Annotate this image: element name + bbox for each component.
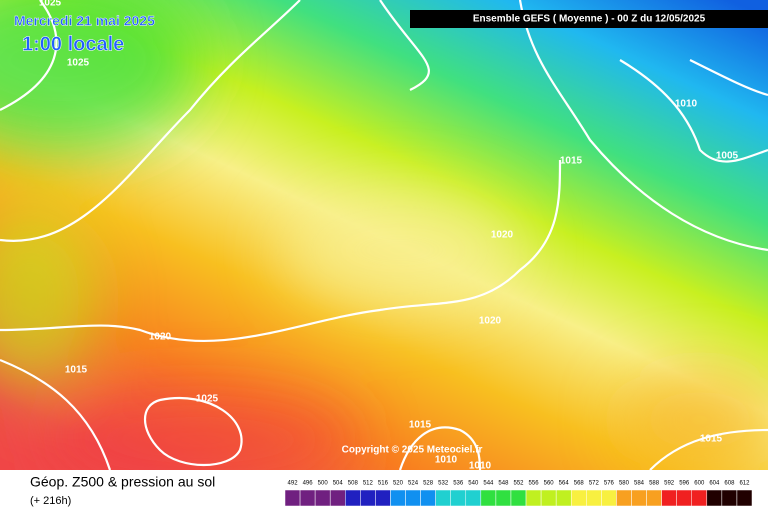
scale-swatch bbox=[676, 489, 692, 507]
scale-label: 508 bbox=[348, 481, 359, 487]
isobar-label: 1015 bbox=[65, 365, 88, 376]
scale-label: 528 bbox=[423, 481, 434, 487]
scale-label: 540 bbox=[468, 481, 479, 487]
legend-lead: (+ 216h) bbox=[30, 495, 71, 507]
scale-swatch bbox=[721, 489, 738, 507]
scale-label: 504 bbox=[333, 481, 344, 487]
isobar-label: 1025 bbox=[196, 394, 219, 405]
isobar-label: 1005 bbox=[716, 151, 739, 162]
scale-label: 516 bbox=[378, 481, 389, 487]
scale-swatch bbox=[631, 489, 647, 507]
scale-swatch bbox=[691, 489, 708, 507]
scale-label: 600 bbox=[694, 481, 705, 487]
scale-swatch bbox=[435, 489, 451, 507]
isobar-label: 1025 bbox=[39, 0, 62, 9]
scale-swatch bbox=[736, 489, 753, 507]
isobar-label: 1015 bbox=[560, 156, 583, 167]
scale-label: 604 bbox=[709, 481, 720, 487]
legend-title: Géop. Z500 & pression au sol bbox=[30, 474, 215, 490]
scale-swatch bbox=[450, 489, 467, 507]
scale-swatch bbox=[616, 489, 632, 507]
scale-label: 548 bbox=[498, 481, 509, 487]
scale-swatch bbox=[601, 489, 617, 507]
scale-label: 552 bbox=[513, 481, 524, 487]
scale-label: 524 bbox=[408, 481, 419, 487]
scale-swatch bbox=[646, 489, 662, 507]
isobar-label: 1015 bbox=[409, 420, 432, 431]
scale-swatch bbox=[586, 489, 602, 507]
isobar-label: 1010 bbox=[675, 99, 698, 110]
scale-label: 496 bbox=[303, 481, 314, 487]
scale-swatch bbox=[329, 489, 346, 507]
isobar-label: 1010 bbox=[435, 455, 458, 466]
scale-swatch bbox=[345, 489, 361, 507]
scale-label: 568 bbox=[574, 481, 585, 487]
scale-swatch bbox=[570, 489, 587, 507]
scale-swatch bbox=[375, 489, 391, 507]
scale-label: 536 bbox=[453, 481, 464, 487]
forecast-time: 1:00 locale bbox=[22, 33, 124, 55]
scale-label: 564 bbox=[559, 481, 570, 487]
isobar-label: 1010 bbox=[469, 461, 492, 472]
model-banner bbox=[410, 10, 768, 28]
model-info: Ensemble GEFS ( Moyenne ) - 00 Z du 12/0… bbox=[473, 14, 706, 25]
scale-swatch bbox=[360, 489, 376, 507]
scale-label: 580 bbox=[619, 481, 630, 487]
scale-label: 608 bbox=[724, 481, 735, 487]
scale-label: 596 bbox=[679, 481, 690, 487]
isobars bbox=[0, 0, 768, 470]
scale-label: 556 bbox=[529, 481, 540, 487]
scale-swatch bbox=[525, 489, 542, 507]
scale-label: 572 bbox=[589, 481, 600, 487]
scale-swatch bbox=[540, 489, 557, 507]
isobar-label: 1020 bbox=[491, 230, 514, 241]
scale-label: 512 bbox=[363, 481, 374, 487]
scale-swatch bbox=[299, 489, 316, 507]
copyright: Copyright © 2025 Meteociel.fr bbox=[342, 445, 483, 456]
scale-swatch bbox=[390, 489, 406, 507]
scale-swatch bbox=[480, 489, 497, 507]
scale-swatch bbox=[420, 489, 436, 507]
scale-swatch bbox=[510, 489, 527, 507]
isobar-label: 1020 bbox=[149, 332, 172, 343]
forecast-date: Mercredi 21 mai 2025 bbox=[14, 13, 155, 29]
scale-swatch bbox=[405, 489, 421, 507]
scale-label: 532 bbox=[438, 481, 449, 487]
isobar-label: 1025 bbox=[67, 58, 90, 69]
scale-label: 520 bbox=[393, 481, 404, 487]
scale-swatch bbox=[314, 489, 331, 507]
scale-label: 560 bbox=[544, 481, 555, 487]
scale-label: 584 bbox=[634, 481, 645, 487]
scale-swatch bbox=[661, 489, 677, 507]
isobar-label: 1020 bbox=[479, 316, 502, 327]
isobar-label: 1015 bbox=[700, 434, 723, 445]
scale-label: 612 bbox=[739, 481, 750, 487]
scale-label: 544 bbox=[483, 481, 494, 487]
field-shading bbox=[0, 0, 768, 490]
scale-label: 576 bbox=[604, 481, 615, 487]
scale-label: 500 bbox=[318, 481, 329, 487]
scale-label: 492 bbox=[288, 481, 299, 487]
scale-swatch bbox=[465, 489, 482, 507]
scale-label: 588 bbox=[649, 481, 660, 487]
scale-swatch bbox=[284, 489, 301, 507]
scale-swatch bbox=[495, 489, 512, 507]
scale-label: 592 bbox=[664, 481, 675, 487]
scale-swatch bbox=[555, 489, 572, 507]
scale-swatch bbox=[706, 489, 723, 507]
